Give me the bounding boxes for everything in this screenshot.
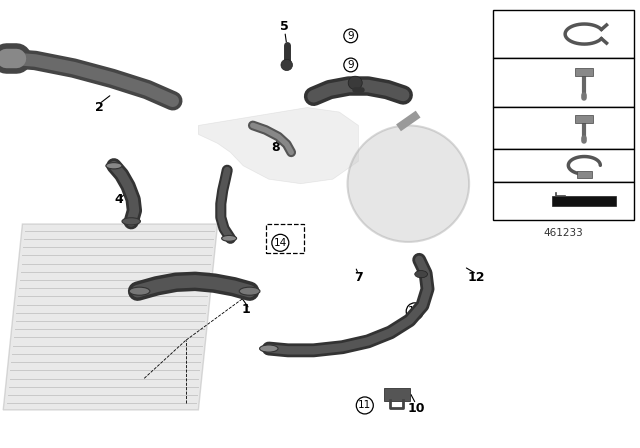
- Text: 461233: 461233: [543, 228, 583, 238]
- Bar: [493, 182, 634, 220]
- Bar: [575, 115, 593, 123]
- Text: 11: 11: [358, 401, 371, 410]
- Polygon shape: [198, 108, 358, 184]
- Ellipse shape: [378, 153, 420, 182]
- Text: 6: 6: [367, 78, 376, 92]
- Bar: [493, 149, 634, 182]
- Text: 2: 2: [95, 101, 104, 114]
- Text: 14: 14: [274, 238, 287, 248]
- Polygon shape: [3, 224, 218, 410]
- Bar: [266, 224, 304, 253]
- Bar: [577, 171, 592, 178]
- Bar: [552, 196, 616, 206]
- Text: 1: 1: [242, 302, 251, 316]
- Text: 14: 14: [502, 27, 520, 41]
- Text: 12: 12: [468, 271, 486, 284]
- Text: 3: 3: [216, 190, 225, 204]
- Text: 9: 9: [348, 31, 354, 41]
- Bar: [493, 107, 634, 149]
- Text: 8: 8: [271, 141, 280, 155]
- Ellipse shape: [122, 218, 140, 225]
- Bar: [493, 10, 634, 58]
- Ellipse shape: [348, 125, 469, 242]
- Ellipse shape: [239, 287, 260, 295]
- Text: 5: 5: [280, 20, 289, 34]
- Text: 9: 9: [348, 60, 354, 70]
- Ellipse shape: [106, 163, 122, 169]
- Bar: [493, 58, 634, 107]
- Text: 7: 7: [354, 271, 363, 284]
- Text: 10: 10: [407, 402, 425, 415]
- Ellipse shape: [129, 287, 150, 295]
- Bar: [575, 68, 593, 76]
- Ellipse shape: [281, 59, 292, 71]
- Text: 13: 13: [502, 76, 520, 89]
- Text: 4: 4: [114, 193, 123, 206]
- Ellipse shape: [260, 345, 278, 352]
- Text: 11: 11: [502, 121, 520, 134]
- FancyBboxPatch shape: [384, 388, 410, 401]
- Ellipse shape: [415, 271, 428, 278]
- Ellipse shape: [348, 76, 362, 90]
- Text: 13: 13: [408, 306, 421, 316]
- Ellipse shape: [221, 235, 237, 241]
- Text: 9: 9: [502, 159, 511, 172]
